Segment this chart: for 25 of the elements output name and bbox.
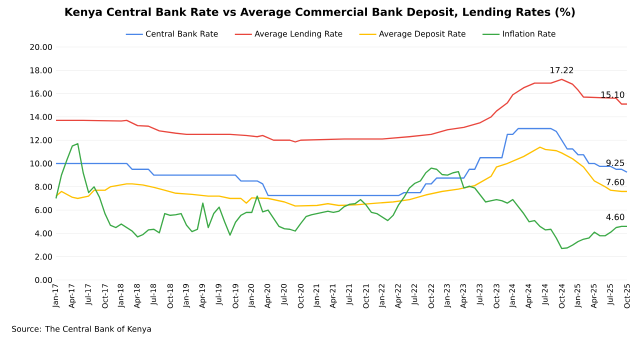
line-series: [55, 146, 628, 207]
annotation: 4.60: [606, 214, 624, 220]
legend-label: Average Deposit Rate: [379, 30, 466, 38]
legend-label: Average Lending Rate: [254, 30, 342, 38]
y-tick-label: 20.00: [30, 44, 52, 50]
legend-label: Inflation Rate: [503, 30, 556, 37]
annotation: 7.60: [606, 178, 624, 186]
source-note: Source: The Central Bank of Kenya: [12, 326, 151, 334]
y-tick-label: 6.00: [35, 207, 52, 214]
y-tick-label: 4.00: [35, 230, 52, 236]
y-tick-label: 10.00: [30, 160, 52, 167]
y-tick-label: 18.00: [30, 67, 52, 74]
y-tick-label: 12.00: [30, 137, 52, 144]
y-tick-label: 8.00: [35, 184, 52, 190]
annotation: 9.25: [606, 160, 624, 166]
y-tick-label: 2.00: [35, 254, 52, 260]
y-tick-label: 0.00: [35, 276, 52, 284]
chart-title: Kenya Central Bank Rate vs Average Commercial Bank Deposit, Lending Rates (%): [65, 8, 575, 18]
line-series: [55, 128, 628, 196]
y-tick-label: 16.00: [30, 90, 52, 97]
annotation: 15.10: [601, 91, 624, 98]
legend-label: Central Bank Rate: [146, 30, 218, 37]
y-tick-label: 14.00: [30, 114, 52, 120]
line-series: [55, 78, 628, 143]
annotation: 17.22: [550, 66, 574, 74]
